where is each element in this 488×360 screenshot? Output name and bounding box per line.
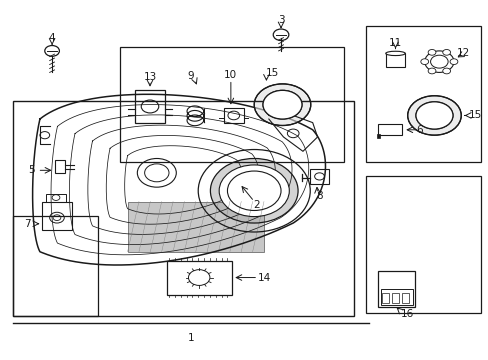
Bar — [55, 160, 65, 173]
Bar — [46, 194, 65, 202]
Bar — [42, 202, 71, 230]
Circle shape — [407, 96, 460, 135]
Text: 11: 11 — [388, 38, 401, 48]
Text: 8: 8 — [316, 191, 323, 201]
Text: 13: 13 — [143, 72, 156, 82]
Bar — [401, 293, 408, 303]
Ellipse shape — [385, 51, 405, 55]
Bar — [13, 101, 353, 316]
Circle shape — [219, 165, 289, 217]
Bar — [127, 202, 264, 252]
Circle shape — [442, 49, 449, 55]
Text: 15: 15 — [468, 111, 481, 121]
Bar — [366, 26, 480, 162]
Circle shape — [415, 102, 452, 129]
Text: 6: 6 — [416, 125, 422, 135]
Text: 15: 15 — [265, 68, 279, 78]
Bar — [366, 176, 480, 313]
Text: 2: 2 — [253, 200, 260, 210]
Text: 14: 14 — [257, 273, 270, 283]
Text: 4: 4 — [49, 33, 55, 43]
Bar — [385, 53, 405, 67]
Bar — [13, 216, 98, 316]
Bar — [135, 90, 165, 123]
Text: 5: 5 — [28, 165, 35, 175]
Circle shape — [427, 49, 435, 55]
Text: 16: 16 — [400, 310, 413, 319]
Text: 10: 10 — [224, 70, 237, 80]
Text: 1: 1 — [187, 333, 194, 343]
Bar — [378, 125, 401, 135]
Bar — [166, 261, 232, 295]
Text: 3: 3 — [277, 15, 284, 26]
Bar — [120, 47, 344, 162]
Circle shape — [442, 68, 449, 74]
Circle shape — [210, 158, 298, 223]
Circle shape — [263, 90, 302, 119]
Bar — [391, 293, 398, 303]
Bar — [382, 293, 388, 303]
Circle shape — [427, 68, 435, 74]
Circle shape — [420, 59, 428, 64]
Bar — [309, 169, 328, 184]
Circle shape — [449, 59, 457, 64]
Text: 12: 12 — [456, 48, 469, 58]
Circle shape — [254, 84, 310, 126]
Bar — [377, 134, 379, 138]
Bar — [224, 108, 243, 123]
Bar — [378, 271, 414, 307]
Text: 7: 7 — [24, 219, 31, 229]
Bar — [380, 289, 412, 305]
Text: 9: 9 — [187, 71, 194, 81]
